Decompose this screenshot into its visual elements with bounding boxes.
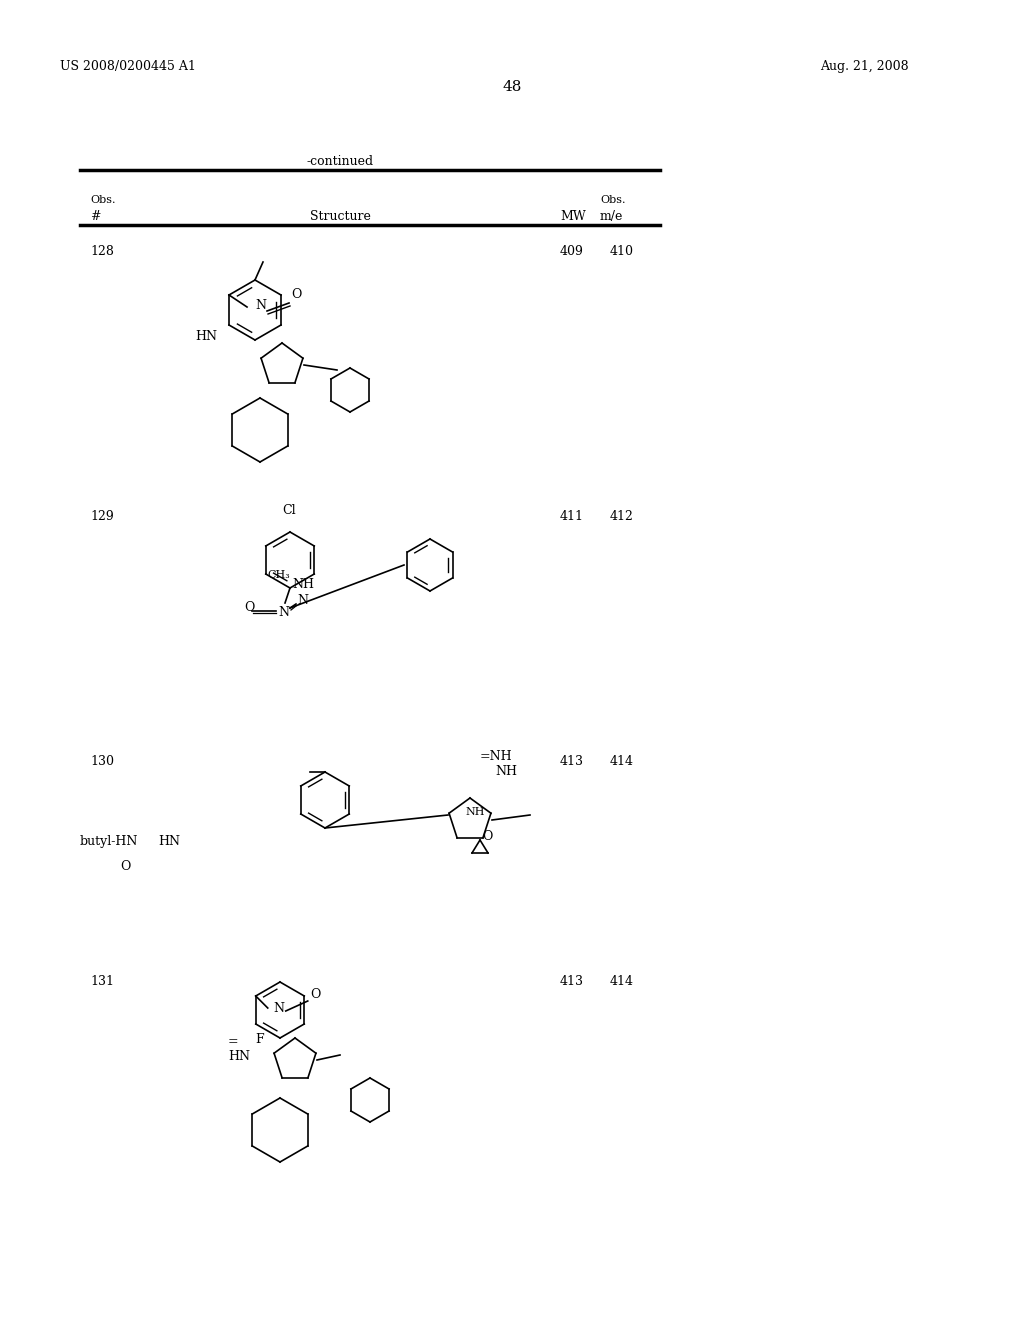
- Text: m/e: m/e: [600, 210, 624, 223]
- Text: 131: 131: [90, 975, 114, 987]
- Text: 409: 409: [560, 246, 584, 257]
- Text: 413: 413: [560, 755, 584, 768]
- Text: Obs.: Obs.: [90, 195, 116, 205]
- Text: HN: HN: [228, 1049, 250, 1063]
- Text: 130: 130: [90, 755, 114, 768]
- Text: MW: MW: [560, 210, 586, 223]
- Text: 411: 411: [560, 510, 584, 523]
- Text: HN: HN: [195, 330, 217, 343]
- Text: NH: NH: [495, 766, 517, 777]
- Text: Aug. 21, 2008: Aug. 21, 2008: [820, 59, 908, 73]
- Text: N: N: [278, 606, 289, 619]
- Text: butyl-HN: butyl-HN: [80, 836, 138, 847]
- Text: 412: 412: [610, 510, 634, 523]
- Text: 413: 413: [560, 975, 584, 987]
- Text: N: N: [273, 1002, 285, 1015]
- Text: =NH: =NH: [480, 750, 513, 763]
- Text: 128: 128: [90, 246, 114, 257]
- Text: O: O: [291, 288, 301, 301]
- Text: 48: 48: [503, 81, 521, 94]
- Text: Structure: Structure: [309, 210, 371, 223]
- Text: O: O: [120, 861, 130, 873]
- Text: Cl: Cl: [282, 504, 296, 517]
- Text: #: #: [90, 210, 100, 223]
- Text: F: F: [255, 1034, 263, 1045]
- Text: 414: 414: [610, 975, 634, 987]
- Text: O: O: [244, 601, 254, 614]
- Text: N: N: [297, 594, 308, 607]
- Text: N: N: [255, 300, 266, 312]
- Text: US 2008/0200445 A1: US 2008/0200445 A1: [60, 59, 196, 73]
- Text: 410: 410: [610, 246, 634, 257]
- Text: O: O: [482, 830, 493, 843]
- Text: -continued: -continued: [306, 154, 374, 168]
- Text: =: =: [228, 1035, 239, 1048]
- Text: CH₃: CH₃: [267, 570, 290, 579]
- Text: 414: 414: [610, 755, 634, 768]
- Text: Obs.: Obs.: [600, 195, 626, 205]
- Text: HN: HN: [158, 836, 180, 847]
- Text: 129: 129: [90, 510, 114, 523]
- Text: NH: NH: [292, 578, 314, 591]
- Text: NH: NH: [465, 807, 484, 817]
- Text: O: O: [309, 987, 321, 1001]
